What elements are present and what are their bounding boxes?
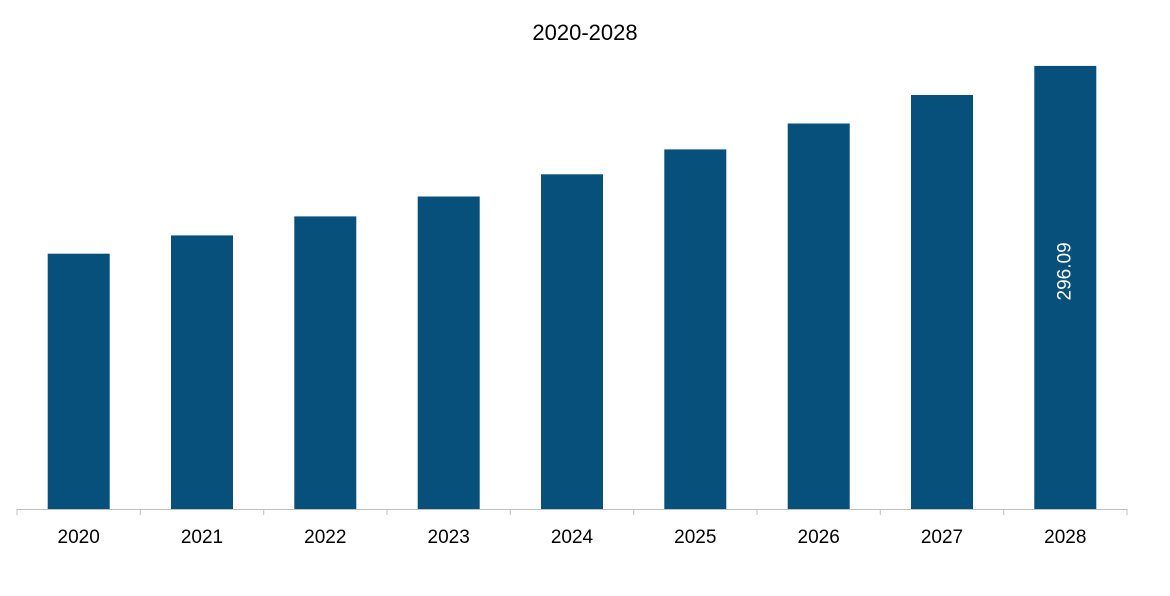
x-tick-label-2022: 2022 xyxy=(304,527,346,548)
x-tick-label-2024: 2024 xyxy=(551,527,594,548)
x-axis xyxy=(16,509,1128,515)
bar-2024 xyxy=(541,174,603,510)
bar-2028 xyxy=(1034,65,1097,510)
x-tick-label-2020: 2020 xyxy=(58,527,100,548)
bar-2020 xyxy=(47,253,110,509)
bar-2026 xyxy=(787,123,850,509)
bar-2021 xyxy=(171,235,233,509)
x-tick-label-2027: 2027 xyxy=(921,527,963,548)
data-label-2028: 296.09 xyxy=(1054,242,1075,300)
bar-2023 xyxy=(417,196,480,509)
bar-2027 xyxy=(911,95,973,509)
bar-2022 xyxy=(294,216,357,509)
bars-layer xyxy=(47,65,1097,510)
chart-title: 2020-2028 xyxy=(532,20,637,45)
x-tick-label-2023: 2023 xyxy=(428,527,470,548)
x-tick-label-2025: 2025 xyxy=(674,527,716,548)
x-axis-tick-labels: 2020 2021 2022 2023 2024 2025 2026 2027 2028 xyxy=(58,527,1087,548)
x-tick-label-2028: 2028 xyxy=(1044,527,1086,548)
x-tick-label-2026: 2026 xyxy=(798,527,840,548)
data-labels: 296.09 xyxy=(1054,242,1075,300)
x-tick-label-2021: 2021 xyxy=(181,527,223,548)
bar-2025 xyxy=(664,149,727,509)
